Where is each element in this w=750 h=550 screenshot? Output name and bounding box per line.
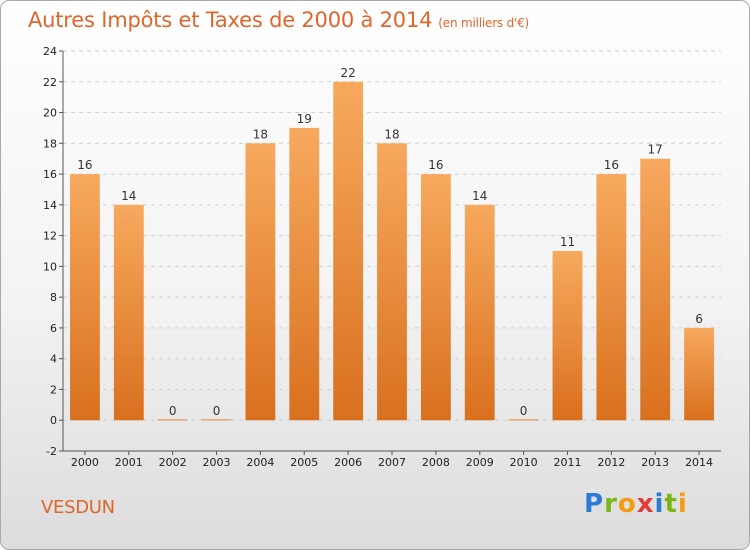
y-tick-label: 4 — [50, 353, 57, 366]
data-label: 0 — [169, 404, 177, 418]
x-tick-label: 2012 — [597, 456, 625, 469]
y-tick-label: 22 — [43, 76, 57, 89]
x-tick-label: 2003 — [203, 456, 231, 469]
y-tick-label: 20 — [43, 107, 57, 120]
x-tick-label: 2004 — [246, 456, 274, 469]
x-tick-label: 2007 — [378, 456, 406, 469]
bar — [508, 419, 539, 421]
y-tick-label: 12 — [43, 230, 57, 243]
data-label: 6 — [695, 312, 703, 326]
bar — [377, 143, 407, 421]
logo-letter: o — [617, 489, 637, 519]
y-tick-label: 16 — [43, 168, 57, 181]
data-label: 0 — [213, 404, 221, 418]
bar — [596, 174, 627, 421]
logo-letter: i — [654, 489, 665, 519]
x-tick-label: 2000 — [71, 456, 99, 469]
bar — [464, 204, 495, 421]
y-tick-label: 8 — [50, 291, 57, 304]
data-label: 16 — [604, 158, 619, 172]
chart-title-text: Autres Impôts et Taxes de 2000 à 2014 — [28, 8, 433, 32]
x-tick-label: 2005 — [290, 456, 318, 469]
y-tick-label: 24 — [43, 45, 57, 58]
bar — [552, 251, 583, 421]
data-label: 18 — [384, 127, 399, 141]
logo-letter: P — [584, 489, 605, 519]
logo-letter: t — [664, 489, 678, 519]
logo-letter: i — [677, 489, 688, 519]
x-tick-label: 2013 — [641, 456, 669, 469]
bar — [70, 174, 100, 421]
data-label: 17 — [648, 143, 663, 157]
x-tick-label: 2001 — [115, 456, 143, 469]
y-tick-label: 0 — [50, 414, 57, 427]
bar — [640, 158, 671, 421]
data-label: 11 — [560, 235, 575, 249]
bar — [684, 327, 714, 421]
x-tick-label: 2010 — [510, 456, 538, 469]
x-tick-label: 2008 — [422, 456, 450, 469]
x-tick-label: 2014 — [685, 456, 713, 469]
bar — [333, 81, 364, 421]
y-tick-label: 2 — [50, 383, 57, 396]
commune-name: VESDUN — [41, 497, 115, 518]
data-label: 22 — [340, 66, 355, 80]
bar — [113, 204, 144, 421]
y-tick-label: 10 — [43, 260, 57, 273]
x-tick-label: 2011 — [553, 456, 581, 469]
logo-letter: x — [636, 489, 655, 519]
bar — [245, 143, 276, 421]
data-label: 16 — [77, 158, 92, 172]
data-label: 14 — [121, 189, 136, 203]
chart-subtitle: (en milliers d'€) — [438, 16, 530, 30]
bar — [157, 419, 188, 421]
x-tick-label: 2002 — [159, 456, 187, 469]
y-tick-label: 6 — [50, 322, 57, 335]
data-label: 18 — [253, 127, 268, 141]
y-tick-label: -2 — [46, 445, 57, 458]
bar — [201, 419, 232, 421]
data-label: 19 — [297, 112, 312, 126]
logo-letter: r — [604, 489, 618, 519]
x-tick-label: 2009 — [466, 456, 494, 469]
data-label: 14 — [472, 189, 487, 203]
bar — [289, 127, 320, 421]
chart-title: Autres Impôts et Taxes de 2000 à 2014 (en… — [28, 8, 529, 32]
data-label: 0 — [520, 404, 528, 418]
y-tick-label: 18 — [43, 137, 57, 150]
bar — [420, 174, 451, 421]
y-tick-label: 14 — [43, 199, 57, 212]
data-label: 16 — [428, 158, 443, 172]
x-tick-label: 2006 — [334, 456, 362, 469]
proxiti-logo[interactable]: Proxiti — [584, 489, 688, 519]
